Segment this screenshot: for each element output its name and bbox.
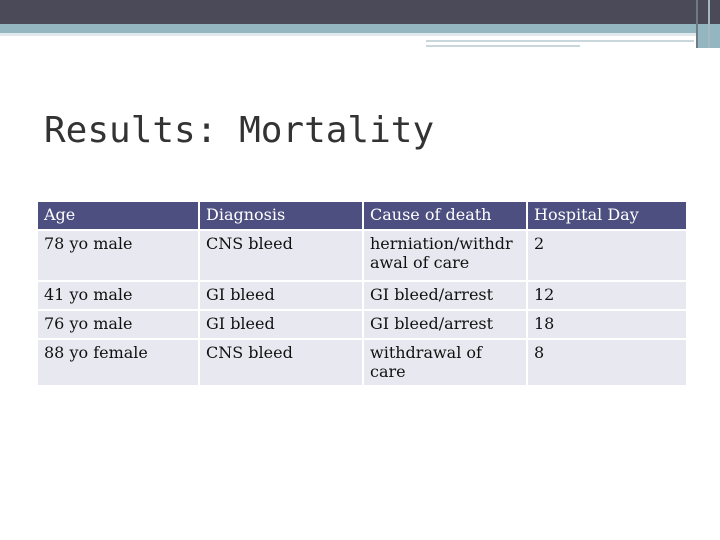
cell-cause-of-death: GI bleed/arrest (364, 311, 526, 338)
table-row: 78 yo male CNS bleed herniation/withdraw… (38, 231, 686, 280)
cell-hospital-day: 12 (528, 282, 686, 309)
decorative-stripe (426, 40, 694, 42)
table-header-row: Age Diagnosis Cause of death Hospital Da… (38, 202, 686, 229)
top-banner-dark (0, 0, 720, 24)
table-row: 41 yo male GI bleed GI bleed/arrest 12 (38, 282, 686, 309)
cell-age: 41 yo male (38, 282, 198, 309)
cell-hospital-day: 2 (528, 231, 686, 280)
top-banner-accent (0, 24, 720, 33)
mortality-table: Age Diagnosis Cause of death Hospital Da… (36, 200, 688, 387)
column-header-diagnosis: Diagnosis (200, 202, 362, 229)
cell-cause-of-death: withdrawal of care (364, 340, 526, 385)
decorative-stripe (426, 45, 580, 47)
cell-diagnosis: GI bleed (200, 311, 362, 338)
cell-age: 76 yo male (38, 311, 198, 338)
cell-cause-of-death: GI bleed/arrest (364, 282, 526, 309)
column-header-age: Age (38, 202, 198, 229)
cell-age: 88 yo female (38, 340, 198, 385)
table-row: 88 yo female CNS bleed withdrawal of car… (38, 340, 686, 385)
cell-hospital-day: 18 (528, 311, 686, 338)
decorative-vertical-line (696, 0, 698, 48)
column-header-cause-of-death: Cause of death (364, 202, 526, 229)
cell-cause-of-death: herniation/withdrawal of care (364, 231, 526, 280)
cell-age: 78 yo male (38, 231, 198, 280)
cell-diagnosis: CNS bleed (200, 231, 362, 280)
slide-title: Results: Mortality (44, 110, 435, 151)
top-banner-light (0, 33, 720, 36)
cell-diagnosis: CNS bleed (200, 340, 362, 385)
column-header-hospital-day: Hospital Day (528, 202, 686, 229)
decorative-vertical-line (708, 0, 710, 48)
table-row: 76 yo male GI bleed GI bleed/arrest 18 (38, 311, 686, 338)
cell-diagnosis: GI bleed (200, 282, 362, 309)
cell-hospital-day: 8 (528, 340, 686, 385)
